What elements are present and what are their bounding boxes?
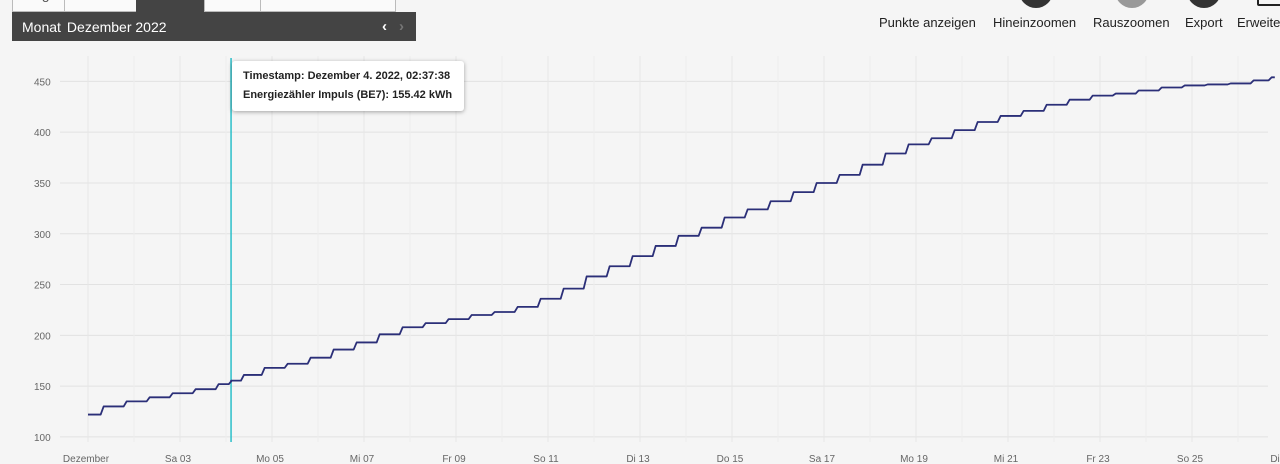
y-tick-label: 200 xyxy=(34,331,51,342)
zoom-out-icon xyxy=(1115,0,1149,8)
x-tick-label: Fr 23 xyxy=(1086,454,1110,464)
x-tick-label: Mi 07 xyxy=(350,454,375,464)
date-range-bar: Monat Dezember 2022 ‹ › xyxy=(12,12,416,41)
chevron-right-icon[interactable]: › xyxy=(399,18,404,35)
range-value: Dezember 2022 xyxy=(66,18,167,35)
period-selector: Tag Woche Monat Jahr Benutzerdefiniert M… xyxy=(12,0,416,41)
zoom-out-label: Rauszoomen xyxy=(1093,15,1170,30)
x-axis-ticks: Dezember Sa 03 Mo 05 Mi 07 Fr 09 So 11 Di 13 Do… xyxy=(63,454,1280,464)
zoom-in-icon xyxy=(1019,0,1053,8)
y-tick-label: 250 xyxy=(34,281,51,292)
fullscreen-icon xyxy=(1257,0,1280,6)
x-tick-label: Fr 09 xyxy=(442,454,466,464)
tooltip-timestamp: Timestamp: Dezember 4. 2022, 02:37:38 xyxy=(243,70,451,82)
tooltip-value: Energiezähler Impuls (BE7): 155.42 kWh xyxy=(243,89,453,101)
y-tick-label: 300 xyxy=(34,230,51,241)
x-tick-label: Sa 03 xyxy=(165,454,192,464)
x-tick-label: Di 27 xyxy=(1270,454,1280,464)
tab-benutzerdefiniert[interactable]: Benutzerdefiniert xyxy=(260,0,396,12)
series-group xyxy=(88,76,1275,416)
export-label: Export xyxy=(1185,15,1223,30)
y-tick-label: 150 xyxy=(34,382,51,393)
zoom-in-label: Hineinzoomen xyxy=(993,15,1077,30)
period-tabs: Tag Woche Monat Jahr Benutzerdefiniert xyxy=(12,0,416,12)
y-tick-label: 450 xyxy=(34,77,51,88)
range-type-label: Monat xyxy=(22,18,61,35)
tooltip: Timestamp: Dezember 4. 2022, 02:37:38 En… xyxy=(232,61,464,111)
y-grid xyxy=(60,80,1268,438)
x-tick-label: So 11 xyxy=(533,454,559,464)
x-tick-label: Di 13 xyxy=(626,454,650,464)
chevron-left-icon[interactable]: ‹ xyxy=(382,18,387,35)
x-grid xyxy=(87,56,1239,442)
x-tick-label: So 25 xyxy=(1177,454,1204,464)
y-tick-label: 350 xyxy=(34,179,51,190)
x-tick-label: Mo 05 xyxy=(256,454,284,464)
x-tick-label: Mi 21 xyxy=(994,454,1019,464)
y-tick-label: 400 xyxy=(34,128,51,139)
x-tick-label: Do 15 xyxy=(717,454,744,464)
x-tick-label: Mo 19 xyxy=(900,454,928,464)
extended-label: Erweitert xyxy=(1237,15,1280,30)
x-tick-label: Sa 17 xyxy=(809,454,836,464)
x-tick-label: Dezember xyxy=(63,454,110,464)
y-axis-ticks: 100 150 200 250 300 350 400 450 xyxy=(34,77,51,444)
series-line-0 xyxy=(88,76,1275,416)
chart-toolbar: Punkte anzeigen Hineinzoomen Rauszoomen … xyxy=(870,0,1280,32)
y-tick-label: 100 xyxy=(34,433,51,444)
show-points-label: Punkte anzeigen xyxy=(879,15,976,30)
export-icon xyxy=(1187,0,1221,8)
